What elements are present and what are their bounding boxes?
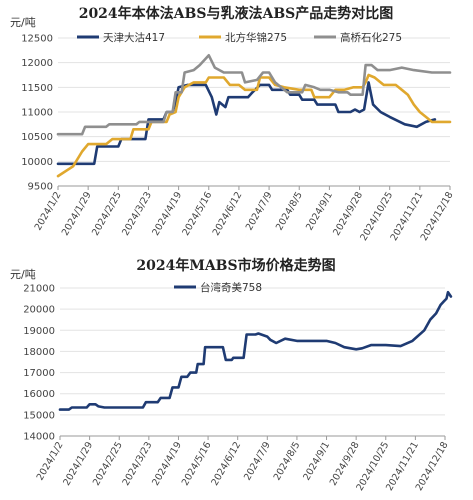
chart2-grid xyxy=(60,287,445,437)
chart2-x-tick-label: 2024/7/9 xyxy=(242,440,273,482)
chart2-y-tick-label: 21000 xyxy=(23,284,55,295)
chart1-x-tick-label: 2024/8/5 xyxy=(274,190,305,232)
chart1-title: 2024年本体法ABS与乳液法ABS产品走势对比图 xyxy=(79,5,394,22)
chart2-x-tick-label: 2024/3/23 xyxy=(121,440,155,488)
chart2-x-tick-label: 2024/1/29 xyxy=(61,440,95,488)
chart1-x-tick-label: 2024/1/2 xyxy=(33,190,64,232)
chart2-x-tick-label: 2024/6/12 xyxy=(209,440,243,488)
chart2-x-tick-label: 2024/4/19 xyxy=(150,440,184,488)
chart1-legend-label: 高桥石化275 xyxy=(340,31,402,44)
chart1-x-tick-label: 2024/1/29 xyxy=(60,190,94,238)
chart1-y-ticks: 9500 10000 10500 11000 11500 12000 12500 xyxy=(21,34,53,193)
chart2-y-tick-label: 14000 xyxy=(23,432,55,443)
chart2-y-tick-label: 20000 xyxy=(23,305,55,316)
chart2-y-tick-label: 17000 xyxy=(23,368,55,379)
chart1-y-tick-label: 11500 xyxy=(21,83,53,94)
chart2-x-tick-label: 2024/9/1 xyxy=(301,440,332,482)
chart1-y-tick-label: 12000 xyxy=(21,58,53,69)
chart1-grid xyxy=(58,37,450,187)
chart2-x-tick-label: 2024/9/28 xyxy=(328,440,362,488)
chart2-series xyxy=(58,290,453,411)
chart1-legend: 天津大沽417 北方华锦275 高桥石化275 xyxy=(77,31,402,44)
chart2-legend: 台湾奇美758 xyxy=(174,281,262,294)
chart1-series xyxy=(56,54,452,178)
chart2-x-tick-label: 2024/1/2 xyxy=(35,440,66,482)
chart1-x-tick-label: 2024/4/19 xyxy=(150,190,184,238)
chart2-x-tick-label: 2024/8/5 xyxy=(272,440,303,482)
chart1-y-unit: 元/吨 xyxy=(10,16,36,29)
chart1-x-tick-label: 2024/9/1 xyxy=(304,190,335,232)
chart1-series-line-3 xyxy=(56,54,452,136)
chart2-y-ticks: 14000 15000 16000 17000 18000 19000 20000 21000 xyxy=(23,284,55,443)
chart2-y-tick-label: 15000 xyxy=(23,410,55,421)
chart2-title: 2024年MABS市场价格走势图 xyxy=(136,257,335,274)
chart1-y-tick-label: 9500 xyxy=(28,182,53,193)
chart1-y-tick-label: 10500 xyxy=(21,132,53,143)
chart1-x-tick-label: 2024/2/25 xyxy=(90,190,124,238)
chart1-y-tick-label: 11000 xyxy=(21,108,53,119)
chart2-x-tick-label: 2024/5/16 xyxy=(180,440,214,488)
abs-comparison-chart: 2024年本体法ABS与乳液法ABS产品走势对比图 元/吨 9500 10000 1… xyxy=(10,5,456,243)
chart2-y-tick-label: 16000 xyxy=(23,389,55,400)
chart2-y-tick-label: 18000 xyxy=(23,347,55,358)
chart1-legend-label: 天津大沽417 xyxy=(103,31,165,44)
chart1-legend-label: 北方华锦275 xyxy=(225,31,287,44)
chart2-y-tick-label: 19000 xyxy=(23,326,55,337)
chart2-x-ticks: 2024/1/22024/1/292024/2/252024/3/232024/… xyxy=(35,436,451,493)
chart1-x-tick-label: 2024/3/23 xyxy=(120,190,154,238)
chart2-y-unit: 元/吨 xyxy=(10,268,36,281)
chart2-series-line-1 xyxy=(58,290,453,411)
chart1-y-tick-label: 12500 xyxy=(21,34,53,45)
chart1-x-ticks: 2024/1/22024/1/292024/2/252024/3/232024/… xyxy=(33,186,456,243)
chart1-y-tick-label: 10000 xyxy=(21,157,53,168)
chart1-x-tick-label: 2024/6/12 xyxy=(211,190,245,238)
chart1-x-tick-label: 2024/12/18 xyxy=(419,190,456,243)
chart1-x-tick-label: 2024/9/28 xyxy=(331,190,365,238)
chart1-x-tick-label: 2024/5/16 xyxy=(180,190,214,238)
chart2-x-tick-label: 2024/2/25 xyxy=(91,440,125,488)
mabs-price-chart: 2024年MABS市场价格走势图 元/吨 14000 15000 16000 1700… xyxy=(10,257,453,493)
chart2-legend-label: 台湾奇美758 xyxy=(200,281,262,294)
chart1-x-tick-label: 2024/7/9 xyxy=(244,190,275,232)
